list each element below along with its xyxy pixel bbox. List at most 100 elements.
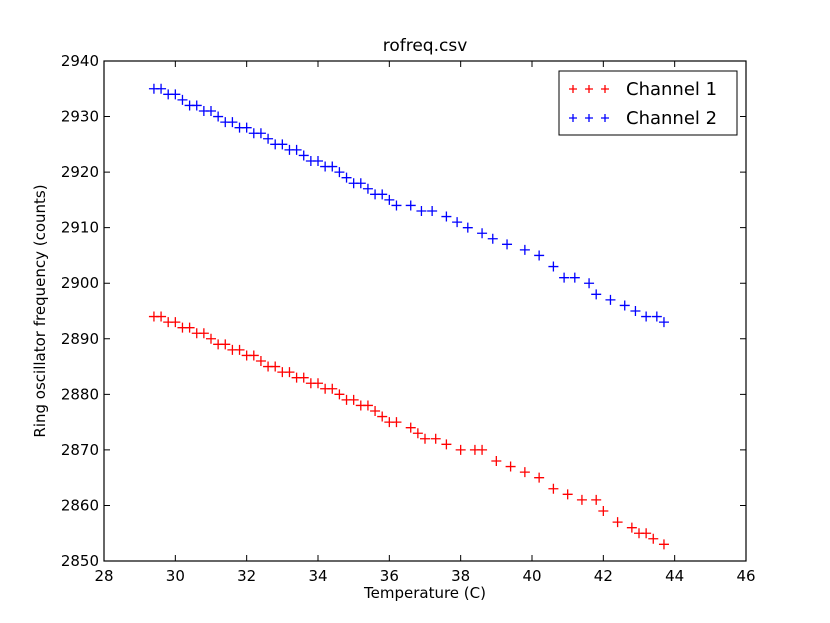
x-tick-label: 36 [380, 567, 399, 585]
data-point [441, 211, 452, 222]
data-point [270, 361, 281, 372]
data-point [626, 522, 637, 533]
data-point [170, 317, 181, 328]
data-point [477, 444, 488, 455]
legend-item-2: Channel 2 [569, 108, 717, 129]
data-point [277, 139, 288, 150]
x-tick-label: 42 [594, 567, 613, 585]
data-point [370, 406, 381, 416]
series-layer [148, 83, 669, 550]
data-point [170, 89, 181, 100]
data-point [177, 94, 188, 105]
data-point [220, 339, 231, 350]
data-point [213, 111, 224, 122]
series-1 [148, 311, 669, 550]
data-point [534, 250, 545, 261]
legend-label: Channel 2 [626, 108, 717, 129]
data-point [502, 239, 513, 250]
data-point [591, 289, 602, 300]
x-tick-label: 34 [308, 567, 327, 585]
data-point [562, 489, 573, 500]
x-tick-label: 28 [94, 567, 113, 585]
data-point [548, 261, 559, 272]
legend-marker [569, 114, 577, 122]
data-point [569, 272, 580, 283]
data-point [291, 144, 302, 155]
data-point [420, 433, 430, 444]
data-point [591, 494, 602, 505]
y-tick-label: 2940 [61, 52, 99, 70]
data-point [234, 344, 245, 355]
data-point [487, 233, 498, 244]
data-point [355, 178, 366, 189]
y-tick-label: 2870 [61, 441, 99, 459]
data-point [377, 189, 388, 200]
data-point [491, 456, 502, 466]
legend-label: Channel 1 [626, 79, 717, 100]
y-tick-label: 2860 [61, 496, 99, 514]
x-tick-label: 40 [522, 567, 541, 585]
legend-items: Channel 1 Channel 2 [569, 79, 717, 129]
data-point [334, 167, 345, 178]
y-tick-label: 2900 [61, 274, 99, 292]
y-tick-label: 2850 [61, 552, 99, 570]
data-point [198, 328, 209, 339]
data-point [430, 433, 441, 444]
x-tick-label: 32 [237, 567, 256, 585]
data-point [405, 200, 416, 211]
data-point [658, 539, 669, 550]
data-point [658, 317, 669, 328]
data-point [477, 228, 488, 239]
x-tick-label: 44 [665, 567, 684, 585]
data-point [619, 300, 630, 311]
data-point [241, 122, 252, 133]
data-point [255, 128, 266, 139]
data-point [519, 467, 530, 478]
legend-marker [585, 85, 593, 93]
legend-marker [601, 114, 609, 122]
data-point [391, 417, 402, 428]
data-point [156, 311, 167, 322]
data-point [584, 278, 595, 289]
data-point [519, 244, 530, 255]
data-point [191, 100, 202, 111]
y-tick-label: 2920 [61, 163, 99, 181]
data-point [334, 389, 345, 400]
data-point [377, 411, 388, 422]
data-point [648, 533, 659, 544]
data-point [327, 161, 338, 172]
data-point [641, 311, 652, 322]
data-point [362, 400, 373, 411]
data-point [412, 428, 423, 439]
data-point [651, 311, 662, 322]
data-point [416, 206, 427, 216]
data-point [441, 439, 452, 450]
legend-item-1: Channel 1 [569, 79, 717, 100]
legend-marker [601, 85, 609, 93]
x-tick-label: 38 [451, 567, 470, 585]
data-point [348, 394, 359, 405]
data-point [284, 367, 295, 378]
data-point [548, 483, 559, 494]
data-point [641, 528, 652, 539]
data-point [327, 383, 338, 394]
data-point [263, 133, 274, 144]
data-point [255, 356, 266, 366]
data-point [362, 183, 373, 194]
y-tick-label: 2910 [61, 219, 99, 237]
x-tick-label: 46 [736, 567, 755, 585]
data-point [612, 517, 623, 528]
ticks-layer: 28 30 32 34 36 38 40 42 44 46 2850 2860 2870 2880 2890… [61, 52, 756, 585]
data-point [405, 422, 416, 433]
data-point [427, 206, 438, 216]
legend: Channel 1 Channel 2 [558, 70, 738, 136]
data-point [391, 200, 402, 211]
y-tick-label: 2880 [61, 385, 99, 403]
data-point [184, 322, 195, 333]
data-point [298, 150, 309, 161]
series-2 [148, 83, 669, 328]
data-point [206, 106, 216, 116]
data-point [227, 117, 238, 128]
x-axis-label: Temperature (C) [363, 584, 486, 602]
